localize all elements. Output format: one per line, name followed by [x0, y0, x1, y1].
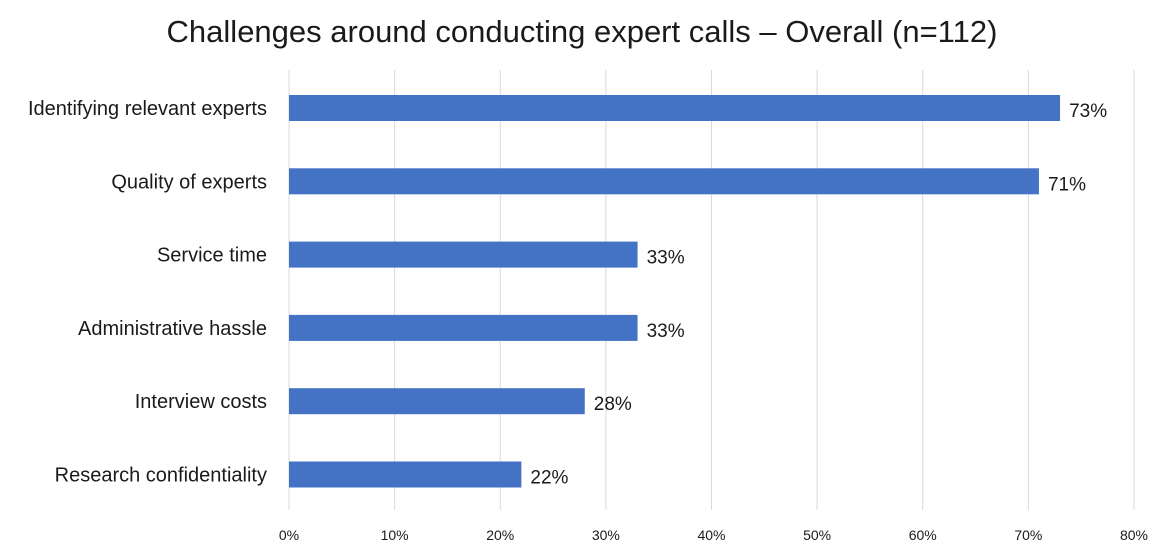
- bar: [289, 461, 522, 488]
- category-label: Identifying relevant experts: [28, 98, 267, 120]
- x-tick-label: 50%: [803, 527, 831, 543]
- category-label: Research confidentiality: [55, 465, 267, 487]
- data-label: 22%: [530, 468, 568, 489]
- category-label: Interview costs: [135, 391, 267, 413]
- data-label: 73%: [1069, 101, 1107, 122]
- x-tick-label: 20%: [486, 527, 514, 543]
- x-tick-label: 40%: [697, 527, 725, 543]
- category-label: Quality of experts: [111, 171, 267, 193]
- bar: [289, 388, 585, 415]
- data-label: 28%: [594, 394, 632, 415]
- data-label: 33%: [647, 321, 685, 342]
- chart-title: Challenges around conducting expert call…: [166, 14, 998, 49]
- category-label: Service time: [157, 245, 267, 267]
- bar: [289, 241, 638, 268]
- x-tick-label: 60%: [909, 527, 937, 543]
- bar: [289, 168, 1039, 195]
- x-tick-label: 30%: [592, 527, 620, 543]
- x-tick-label: 0%: [279, 527, 299, 543]
- bar: [289, 314, 638, 341]
- category-label: Administrative hassle: [78, 318, 267, 340]
- x-tick-label: 70%: [1014, 527, 1042, 543]
- data-label: 33%: [647, 248, 685, 269]
- bar: [289, 95, 1061, 121]
- data-label: 71%: [1048, 174, 1086, 195]
- x-tick-label: 10%: [381, 527, 409, 543]
- x-tick-label: 80%: [1120, 527, 1148, 543]
